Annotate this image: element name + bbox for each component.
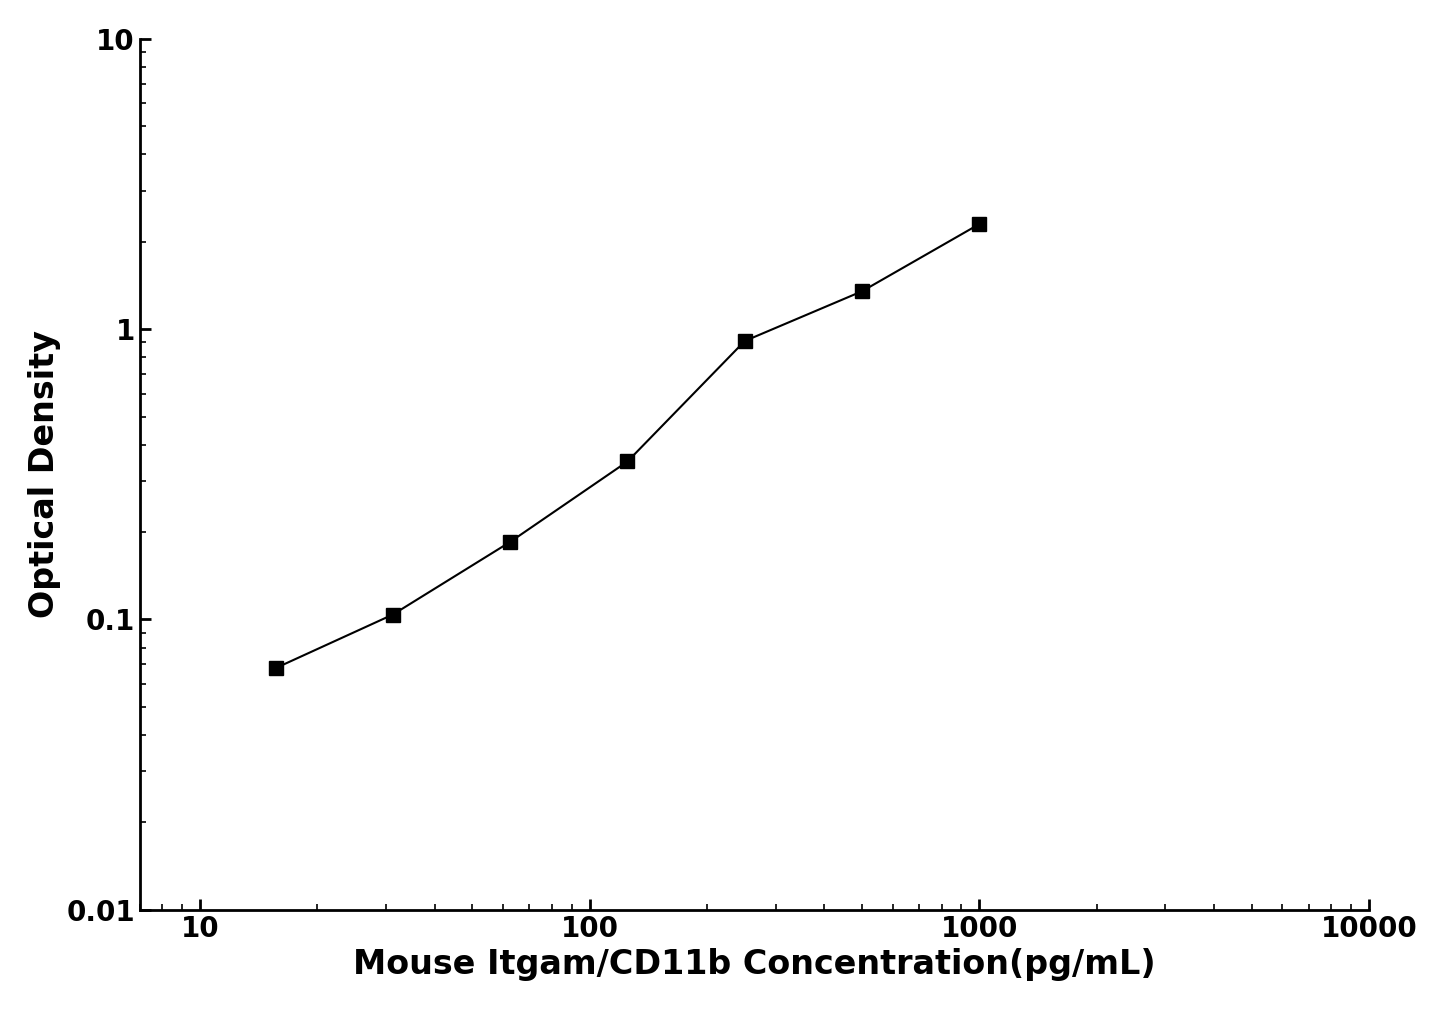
X-axis label: Mouse Itgam/CD11b Concentration(pg/mL): Mouse Itgam/CD11b Concentration(pg/mL) bbox=[353, 948, 1156, 981]
Y-axis label: Optical Density: Optical Density bbox=[27, 330, 61, 619]
